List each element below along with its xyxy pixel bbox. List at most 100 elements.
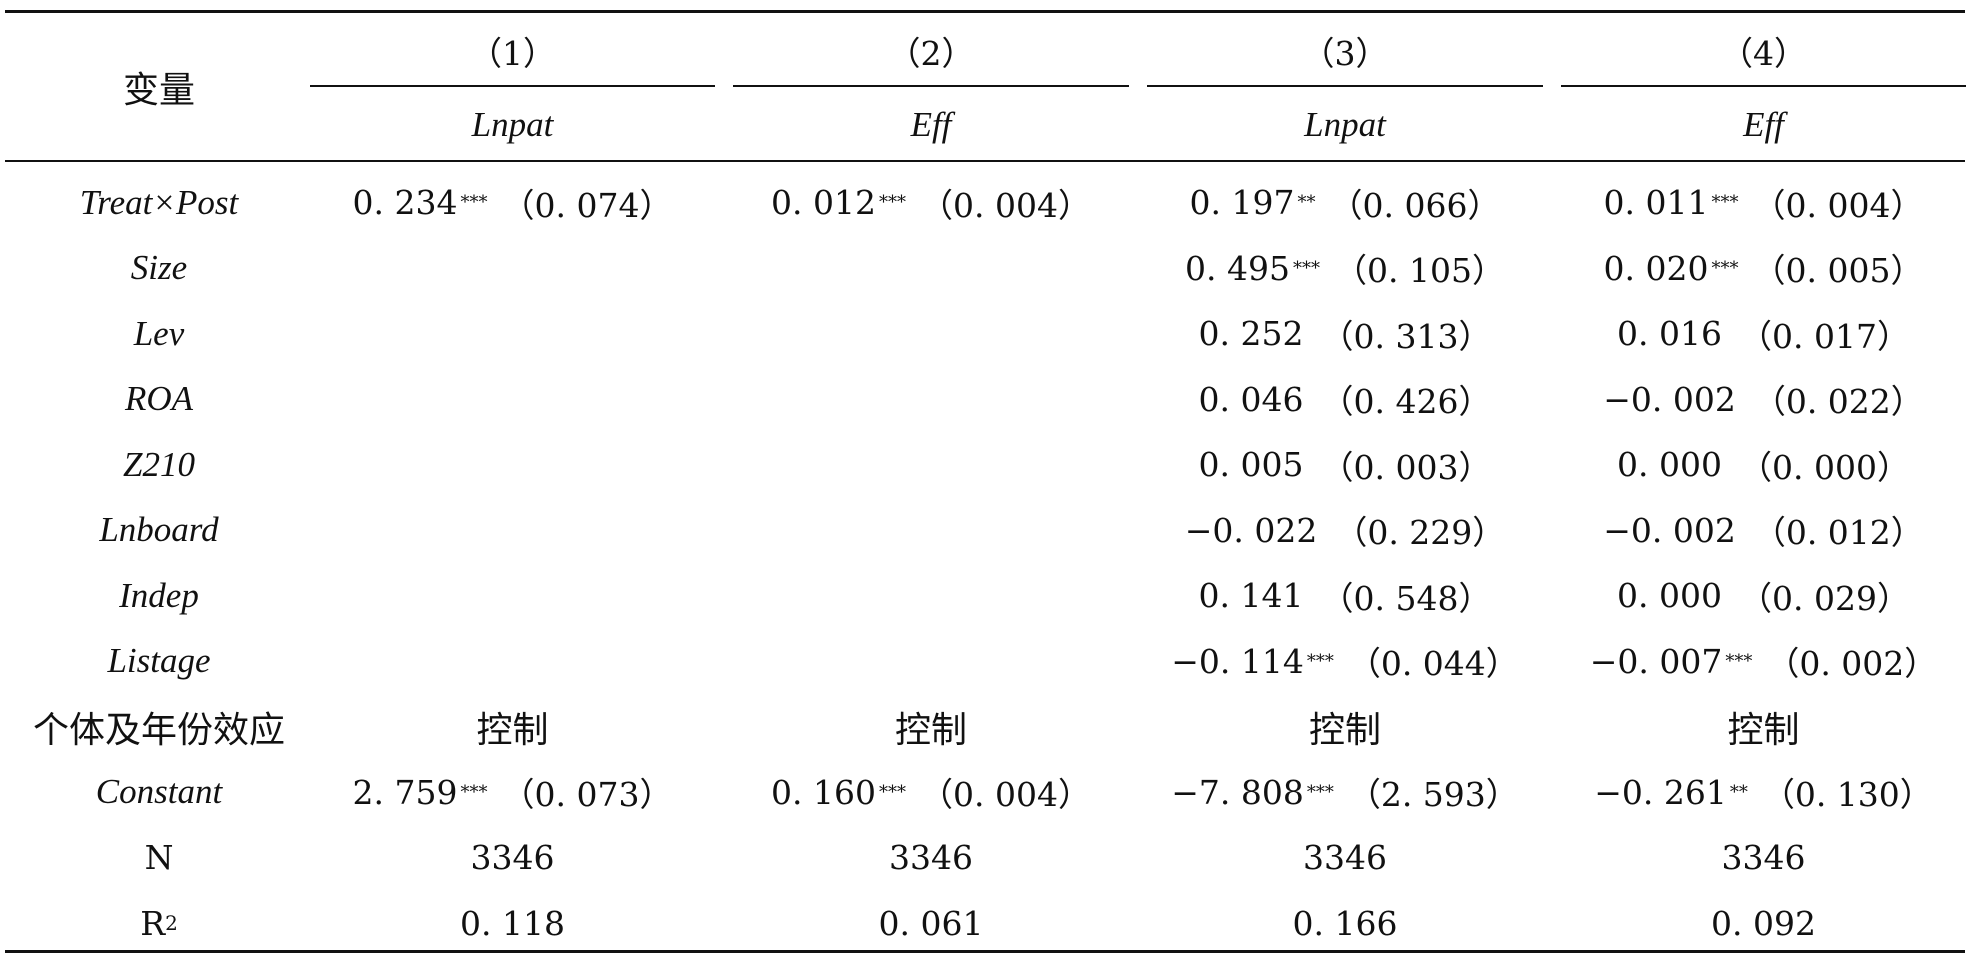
coefficient: 2. 759 — [352, 772, 458, 812]
coefficient: 0. 252 — [1198, 314, 1304, 354]
table-cell — [310, 629, 715, 695]
dep-var-1: Lnpat — [471, 105, 554, 144]
standard-error: （0. 003） — [1320, 447, 1492, 487]
row-label: Z210 — [123, 444, 195, 484]
coefficient: 0. 000 — [1617, 576, 1722, 616]
table-cell: 控制 — [894, 709, 967, 751]
coefficient: 0. 020 — [1603, 248, 1709, 288]
table-cell: 0. 495 *** （0. 105） — [1147, 236, 1543, 302]
row-label: Lev — [133, 313, 185, 353]
significance-stars: *** — [1725, 650, 1753, 672]
standard-error: （0. 313） — [1320, 316, 1492, 356]
table-cell — [310, 367, 715, 433]
significance-stars: *** — [1711, 257, 1739, 279]
table-cell — [310, 301, 715, 367]
significance-stars: *** — [1293, 257, 1320, 279]
coefficient: 0. 160 — [771, 772, 876, 812]
standard-error: （0. 548） — [1320, 578, 1492, 618]
row-label: Indep — [119, 575, 199, 615]
table-cell — [733, 432, 1129, 498]
table-cell: 0. 011 *** （0. 004） — [1561, 170, 1966, 236]
significance-stars: ** — [1729, 781, 1748, 803]
table-cell: 0. 160 *** （0. 004） — [733, 760, 1129, 826]
table-cell: 0. 061 — [878, 903, 984, 943]
row-label: ROA — [124, 379, 194, 419]
coefficient: 0. 141 — [1198, 576, 1304, 616]
table-cell: 0. 092 — [1711, 903, 1816, 943]
coefficient: −7. 808 — [1171, 772, 1304, 812]
significance-stars: *** — [1306, 650, 1334, 672]
table-cell: 0. 016 （0. 017） — [1561, 301, 1966, 367]
standard-error: （0. 000） — [1739, 447, 1910, 487]
standard-error: （0. 029） — [1739, 578, 1910, 618]
col-number-2: （2） — [887, 34, 975, 73]
significance-stars: *** — [1711, 192, 1739, 214]
standard-error: （0. 073） — [501, 775, 673, 815]
table-cell: 0. 005 （0. 003） — [1147, 432, 1543, 498]
significance-stars: ** — [1297, 192, 1316, 214]
table-cell: 控制 — [1727, 709, 1800, 751]
bottom-rule — [5, 950, 1965, 953]
coefficient: 0. 016 — [1617, 314, 1722, 354]
table-cell: 控制 — [1308, 709, 1381, 751]
row-label: Lnboard — [99, 510, 219, 550]
coefficient: −0. 261 — [1594, 772, 1727, 812]
table-cell: 3346 — [889, 838, 973, 878]
coefficient: 0. 234 — [352, 183, 458, 223]
table-cell: 3346 — [1303, 838, 1387, 878]
significance-stars: *** — [1306, 781, 1334, 803]
table-cell: 0. 000 （0. 029） — [1561, 563, 1966, 629]
standard-error: （0. 022） — [1752, 382, 1924, 422]
subheader-rule-3 — [1147, 85, 1543, 87]
significance-stars: *** — [460, 192, 488, 214]
standard-error: （0. 426） — [1320, 382, 1492, 422]
table-cell: 控制 — [476, 709, 549, 751]
standard-error: （0. 005） — [1752, 251, 1924, 291]
subheader-rule-1 — [310, 85, 715, 87]
table-cell: 0. 234 *** （0. 074） — [310, 170, 715, 236]
table-cell: 0. 141 （0. 548） — [1147, 563, 1543, 629]
row-label: N — [144, 838, 174, 878]
r2-superscript: 2 — [165, 911, 178, 936]
significance-stars: *** — [879, 781, 906, 803]
table-cell: 3346 — [470, 838, 555, 878]
table-cell — [310, 498, 715, 564]
standard-error: （0. 004） — [920, 185, 1091, 225]
table-cell: −0. 022 （0. 229） — [1147, 498, 1543, 564]
row-label: Treat×Post — [79, 182, 239, 222]
coefficient: −0. 002 — [1603, 379, 1736, 419]
top-rule — [5, 10, 1965, 13]
table-cell: 0. 252 （0. 313） — [1147, 301, 1543, 367]
subheader-rule-4 — [1561, 85, 1966, 87]
row-label: Size — [130, 248, 188, 288]
standard-error: （0. 012） — [1752, 513, 1924, 553]
table-cell: −0. 007 *** （0. 002） — [1561, 629, 1966, 695]
table-cell: −0. 261 ** （0. 130） — [1561, 760, 1966, 826]
subheader-rule-2 — [733, 85, 1129, 87]
coefficient: 0. 012 — [771, 183, 876, 223]
significance-stars: *** — [460, 781, 488, 803]
standard-error: （0. 017） — [1739, 316, 1910, 356]
table-cell — [733, 301, 1129, 367]
coefficient: −0. 007 — [1589, 641, 1723, 681]
coefficient: 0. 495 — [1185, 248, 1290, 288]
col-number-3: （3） — [1301, 34, 1389, 73]
standard-error: （0. 044） — [1347, 644, 1519, 684]
table-cell: 0. 020 *** （0. 005） — [1561, 236, 1966, 302]
standard-error: （0. 105） — [1334, 251, 1505, 291]
table-cell: 0. 046 （0. 426） — [1147, 367, 1543, 433]
table-cell — [733, 236, 1129, 302]
r2-label: R — [140, 903, 166, 943]
row-label: Listage — [107, 641, 211, 681]
coefficient: 0. 005 — [1198, 445, 1304, 485]
coefficient: −0. 002 — [1603, 510, 1736, 550]
table-cell: 0. 000 （0. 000） — [1561, 432, 1966, 498]
table-cell: 0. 197 ** （0. 066） — [1147, 170, 1543, 236]
standard-error: （0. 074） — [501, 185, 673, 225]
table-cell: 0. 166 — [1292, 903, 1398, 943]
standard-error: （0. 004） — [1752, 185, 1924, 225]
table-cell — [310, 236, 715, 302]
coefficient: 0. 046 — [1198, 379, 1304, 419]
